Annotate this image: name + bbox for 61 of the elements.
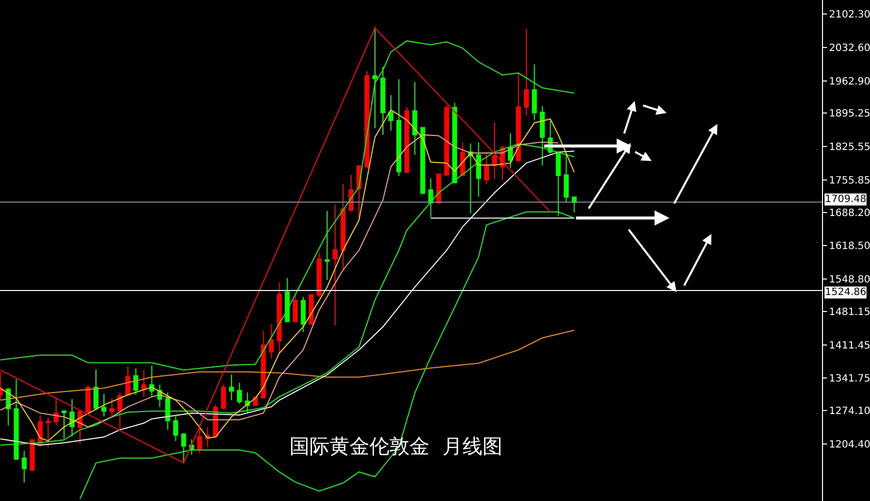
candlestick: [444, 104, 450, 176]
candlestick: [316, 252, 322, 298]
candlestick: [524, 28, 529, 116]
candlestick: [236, 382, 242, 404]
candlestick: [86, 385, 90, 414]
candlestick: [380, 66, 386, 136]
candlestick: [22, 450, 27, 484]
y-tick-label: 1962.90: [829, 76, 870, 88]
candlestick: [197, 424, 202, 454]
candlestick: [101, 393, 106, 417]
candlestick: [404, 106, 410, 174]
y-tick-label: 1895.25: [829, 108, 870, 120]
candlestick: [564, 152, 569, 202]
candlestick: [125, 366, 130, 396]
candlestick: [396, 78, 402, 176]
candlestick: [484, 152, 489, 185]
candlestick: [340, 184, 346, 270]
ref-line-label: 1524.86: [825, 287, 866, 298]
candlestick: [149, 365, 154, 398]
candlestick: [181, 432, 186, 464]
candlestick: [292, 294, 298, 323]
y-tick-label: 1755.85: [829, 175, 870, 186]
y-tick-label: 1548.80: [829, 274, 870, 286]
candlestick: [109, 398, 114, 416]
candlestick: [133, 368, 138, 396]
candlestick: [388, 94, 394, 132]
candlestick: [492, 122, 497, 180]
y-tick-label: 1825.55: [829, 142, 870, 154]
candlestick: [54, 398, 59, 426]
candlestick: [412, 82, 418, 156]
candlestick: [94, 368, 98, 411]
candlestick: [276, 282, 282, 354]
y-tick-label: 1688.20: [829, 208, 870, 219]
candlestick: [268, 323, 274, 359]
candlestick: [428, 178, 434, 218]
candlestick: [332, 204, 338, 326]
y-tick-label: 1204.40: [829, 440, 870, 451]
candlestick: [532, 64, 537, 120]
candlestick: [308, 294, 314, 325]
y-tick-label: 1481.15: [829, 306, 870, 318]
candlestick: [324, 210, 330, 280]
y-tick-label: 2102.30: [829, 9, 870, 20]
candlestick: [364, 70, 370, 169]
candlestick: [46, 416, 51, 448]
candlestick: [221, 384, 226, 410]
candlestick: [260, 330, 266, 399]
candlestick: [141, 369, 146, 398]
candlestick: [62, 410, 67, 439]
candlestick: [300, 296, 306, 333]
y-tick-label: 1274.10: [829, 406, 870, 418]
candlestick: [229, 374, 234, 401]
y-tick-label: 2032.60: [829, 42, 870, 54]
ref-line-label: 1709.48: [825, 194, 866, 205]
candlestick: [173, 416, 178, 442]
line-series: [0, 330, 575, 401]
candlestick: [460, 142, 466, 176]
candlestick: [516, 72, 521, 162]
candlestick: [117, 392, 122, 430]
y-tick-label: 1411.45: [829, 340, 870, 352]
y-tick-label: 1341.75: [829, 374, 870, 385]
y-tick-label: 1618.50: [829, 241, 870, 252]
